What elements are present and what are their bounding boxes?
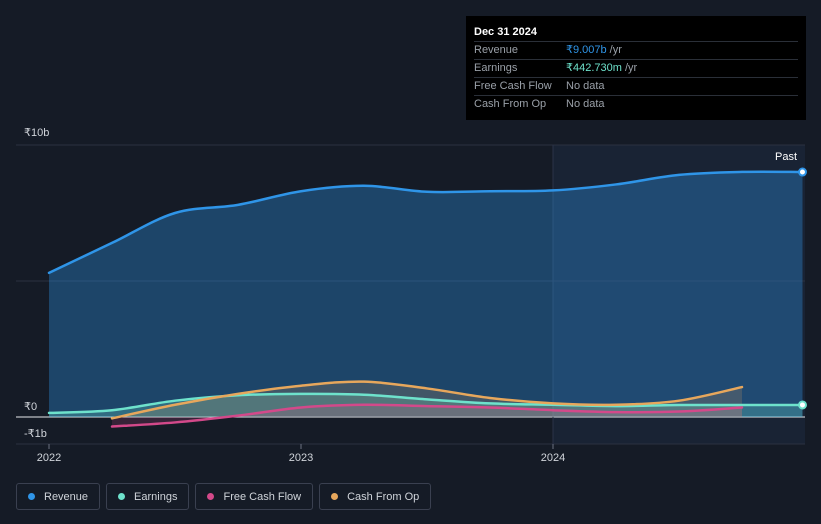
tooltip-row-cash-from-op: Cash From Op No data bbox=[474, 95, 798, 113]
area-revenue bbox=[49, 171, 803, 417]
chart-legend: Revenue Earnings Free Cash Flow Cash Fro… bbox=[16, 483, 432, 510]
legend-item-earnings[interactable]: Earnings bbox=[106, 483, 190, 510]
data-tooltip: Dec 31 2024 Revenue ₹9.007b/yr Earnings … bbox=[466, 16, 806, 120]
tooltip-value: No data bbox=[566, 98, 605, 110]
legend-item-revenue[interactable]: Revenue bbox=[16, 483, 101, 510]
y-tick-label: -₹1b bbox=[24, 428, 47, 440]
x-tick-label: 2023 bbox=[289, 452, 313, 464]
legend-dot-icon bbox=[331, 493, 339, 500]
y-tick-label: ₹0 bbox=[24, 401, 37, 413]
legend-item-free-cash-flow[interactable]: Free Cash Flow bbox=[195, 483, 314, 510]
tooltip-unit: /yr bbox=[609, 44, 622, 56]
tooltip-date: Dec 31 2024 bbox=[474, 26, 537, 38]
tooltip-label: Free Cash Flow bbox=[474, 80, 552, 92]
tooltip-value: No data bbox=[566, 80, 605, 92]
legend-dot-icon bbox=[28, 493, 35, 500]
endpoint-revenue[interactable] bbox=[797, 167, 807, 177]
legend-label: Earnings bbox=[134, 490, 178, 503]
tooltip-value: ₹442.730m bbox=[566, 62, 622, 74]
tooltip-row-revenue: Revenue ₹9.007b/yr bbox=[474, 41, 798, 59]
tooltip-row-earnings: Earnings ₹442.730m/yr bbox=[474, 59, 798, 77]
tooltip-label: Earnings bbox=[474, 62, 518, 74]
legend-dot-icon bbox=[118, 493, 126, 500]
legend-item-cash-from-op[interactable]: Cash From Op bbox=[319, 483, 432, 510]
tooltip-label: Cash From Op bbox=[474, 98, 547, 110]
legend-label: Revenue bbox=[44, 490, 89, 503]
legend-label: Cash From Op bbox=[347, 490, 420, 503]
past-highlight-band bbox=[553, 145, 805, 444]
endpoint-earnings[interactable] bbox=[797, 400, 807, 410]
x-tick-label: 2024 bbox=[541, 452, 565, 464]
tooltip-row-free-cash-flow: Free Cash Flow No data bbox=[474, 77, 798, 95]
area-free-cash-flow bbox=[112, 404, 742, 427]
past-label: Past bbox=[775, 151, 797, 163]
y-tick-label: ₹10b bbox=[24, 127, 49, 139]
legend-label: Free Cash Flow bbox=[223, 490, 302, 503]
tooltip-value: ₹9.007b bbox=[566, 44, 607, 56]
tooltip-unit: /yr bbox=[624, 62, 638, 74]
tooltip-label: Revenue bbox=[474, 44, 519, 56]
x-tick-label: 2022 bbox=[37, 452, 61, 464]
legend-dot-icon bbox=[207, 493, 215, 500]
